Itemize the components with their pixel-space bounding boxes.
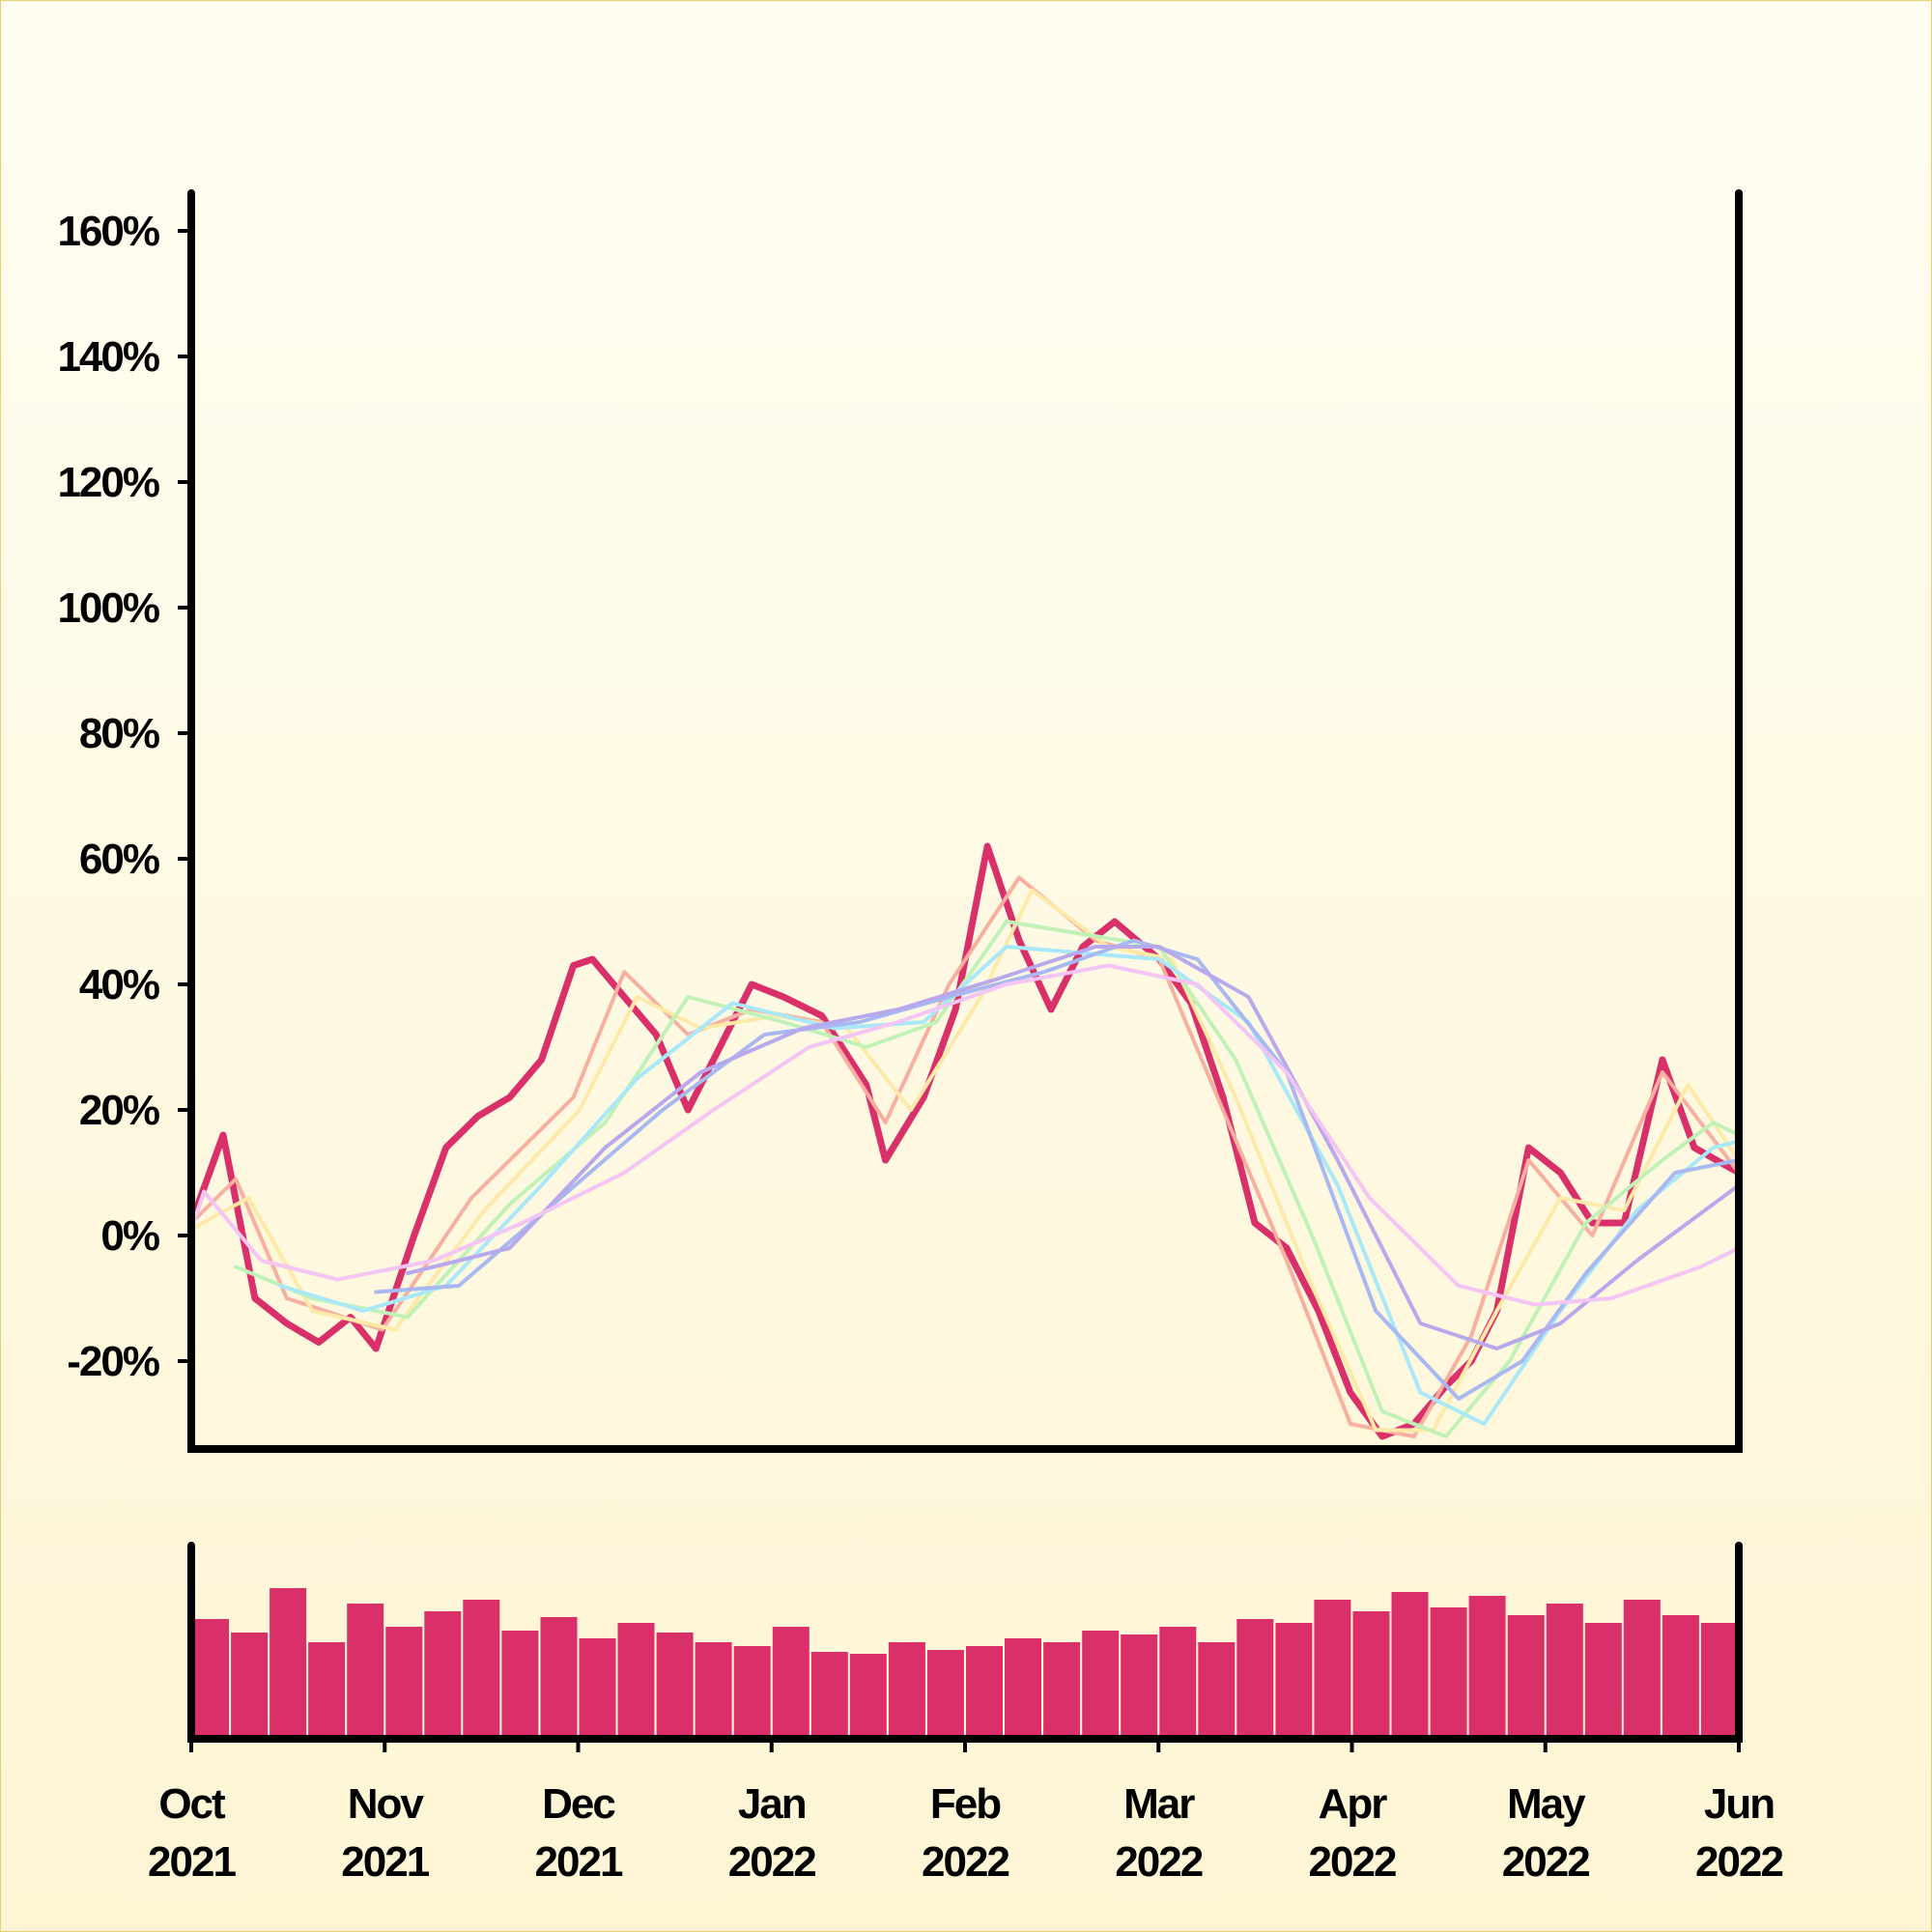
volume-bar [1159, 1627, 1197, 1739]
volume-bar [1391, 1592, 1429, 1739]
volume-bar [1121, 1634, 1158, 1739]
volume-bar [1662, 1615, 1699, 1739]
price-panel-axes [187, 189, 1743, 1453]
moving-average-line-2 [191, 888, 1739, 1433]
y-tick-label: 100% [57, 584, 158, 632]
x-tick-year: 2022 [1502, 1838, 1589, 1886]
moving-average-line-7 [191, 963, 1739, 1307]
volume-bar [1005, 1638, 1041, 1739]
volume-bar [1584, 1623, 1622, 1739]
moving-average-line-1 [191, 875, 1739, 1438]
volume-bar [1352, 1611, 1390, 1739]
volume-bar [1623, 1600, 1661, 1739]
price-series-line [191, 842, 1739, 1440]
volume-bar [695, 1642, 732, 1739]
x-tick-year: 2022 [1309, 1838, 1396, 1886]
x-tick-month: Apr [1319, 1780, 1388, 1828]
x-tick-month: Jun [1704, 1780, 1774, 1828]
volume-bar [926, 1650, 964, 1739]
volume-bar [463, 1600, 500, 1739]
volume-bar [772, 1627, 810, 1739]
y-tick-label: -20% [67, 1338, 159, 1385]
volume-bar [385, 1627, 423, 1739]
y-tick-label: 160% [57, 208, 158, 255]
volume-bar [1700, 1623, 1738, 1739]
volume-bar [308, 1642, 346, 1739]
volume-bar [733, 1646, 771, 1739]
y-tick-label: 80% [79, 710, 159, 757]
volume-bar [1507, 1615, 1545, 1739]
volume-bar [1546, 1604, 1583, 1739]
volume-bar [1198, 1642, 1236, 1739]
y-tick-label: 20% [79, 1087, 159, 1134]
x-tick-month: Jan [738, 1780, 806, 1828]
volume-panel-axes [187, 1542, 1743, 1743]
x-tick-year: 2021 [535, 1838, 623, 1886]
volume-bar [1236, 1619, 1274, 1739]
y-tick-label: 140% [57, 333, 158, 381]
x-tick-year: 2022 [728, 1838, 815, 1886]
price-and-moving-average-lines [191, 842, 1739, 1440]
volume-bar [231, 1633, 269, 1739]
x-tick-year: 2022 [1695, 1838, 1782, 1886]
volume-bar [656, 1633, 694, 1739]
volume-bar [347, 1604, 384, 1739]
x-tick-month: Dec [542, 1780, 615, 1828]
volume-bar [966, 1646, 1003, 1739]
volume-bar [270, 1588, 307, 1739]
y-tick-label: 120% [57, 459, 158, 506]
x-tick-year: 2021 [148, 1838, 236, 1886]
x-tick-year: 2021 [341, 1838, 429, 1886]
volume-bar [1430, 1607, 1467, 1739]
volume-bar [1275, 1623, 1313, 1739]
y-tick-label: 60% [79, 836, 159, 883]
moving-average-line-6 [406, 945, 1739, 1350]
volume-bar [810, 1652, 848, 1739]
volume-bar [617, 1623, 655, 1739]
volume-bar [1082, 1631, 1120, 1739]
volume-bar [579, 1638, 616, 1739]
volume-bar [501, 1631, 539, 1739]
x-tick-year: 2022 [1115, 1838, 1202, 1886]
volume-bar [1314, 1600, 1351, 1739]
x-tick-month: Mar [1123, 1780, 1195, 1828]
axes [187, 189, 1743, 1743]
y-tick-label: 0% [100, 1212, 158, 1260]
x-tick-month: Oct [158, 1780, 226, 1828]
x-tick-month: Feb [930, 1780, 1001, 1828]
volume-bar [192, 1619, 229, 1739]
moving-average-line-3 [234, 920, 1739, 1438]
y-axis-ticks: -20% 0% 20% 40% 60% 80% 100% 120% 140% 160% [57, 208, 191, 1385]
volume-bar [888, 1642, 925, 1739]
volume-bar [424, 1611, 462, 1739]
x-tick-month: May [1507, 1780, 1586, 1828]
x-axis-ticks: Oct 2021 Nov 2021 Dec 2021 Jan 2022 Feb 2022 Mar 20… [148, 1739, 1784, 1886]
y-tick-label: 40% [79, 961, 159, 1009]
x-tick-month: Nov [348, 1780, 425, 1828]
volume-bar [1468, 1596, 1506, 1739]
volume-bar [849, 1654, 887, 1739]
volume-bar [1043, 1642, 1081, 1739]
x-tick-year: 2022 [922, 1838, 1009, 1886]
volume-bars [192, 1588, 1738, 1739]
volume-bar [540, 1617, 578, 1739]
